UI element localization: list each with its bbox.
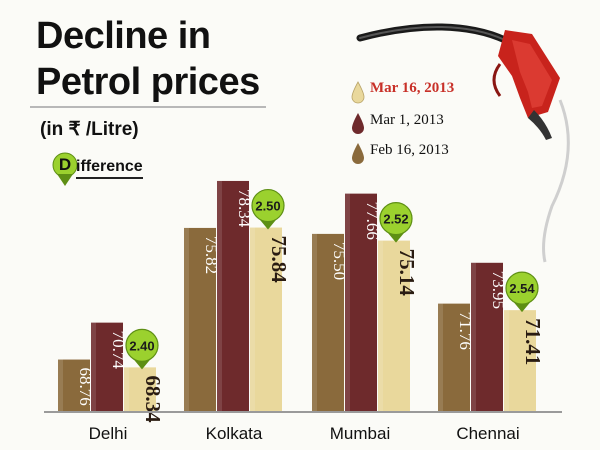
bar-chennai-s0 bbox=[438, 303, 470, 411]
difference-legend-label: ifference bbox=[76, 158, 143, 179]
bar-kolkata-s0 bbox=[184, 227, 216, 411]
bar-highlight bbox=[124, 367, 129, 411]
bar-highlight bbox=[378, 240, 383, 411]
title-underline bbox=[30, 106, 266, 108]
chart-title-line2: Petrol prices bbox=[36, 61, 260, 103]
drop-icon-mar16 bbox=[351, 81, 365, 104]
bar-value-label: 75.84 bbox=[267, 236, 291, 284]
bar-value-label: 75.50 bbox=[330, 242, 349, 280]
bar-delhi-s1 bbox=[91, 322, 123, 411]
legend-label: Mar 1, 2013 bbox=[370, 112, 444, 128]
bar-highlight bbox=[58, 359, 63, 411]
bar-value-label: 71.76 bbox=[456, 312, 475, 350]
bar-highlight bbox=[250, 227, 255, 411]
bar-value-label: 73.95 bbox=[489, 271, 508, 309]
difference-legend-letter: D bbox=[58, 155, 72, 174]
fuel-nozzle-icon bbox=[356, 23, 570, 263]
bar-highlight bbox=[184, 227, 189, 411]
bar-value-label: 68.34 bbox=[141, 375, 165, 423]
x-axis-baseline bbox=[44, 411, 562, 413]
bar-chennai-s1 bbox=[471, 262, 503, 411]
bar-highlight bbox=[345, 193, 350, 411]
unit-label: (in ₹ /Litre) bbox=[40, 119, 139, 140]
legend-label: Mar 16, 2013 bbox=[370, 80, 455, 96]
category-label: Mumbai bbox=[329, 424, 391, 443]
difference-legend-badge bbox=[52, 152, 78, 186]
bar-mumbai-s2 bbox=[378, 240, 410, 411]
bar-kolkata-s1 bbox=[217, 180, 249, 411]
bar-mumbai-s0 bbox=[312, 233, 344, 411]
bar-highlight bbox=[91, 322, 96, 411]
difference-badge bbox=[379, 202, 413, 236]
bar-highlight bbox=[217, 180, 222, 411]
category-label: Kolkata bbox=[205, 424, 263, 443]
bar-chennai-s2 bbox=[504, 310, 536, 411]
bar-kolkata-s2 bbox=[250, 227, 282, 411]
chart-title-line1: Decline in bbox=[36, 15, 211, 57]
difference-value-label: 2.40 bbox=[129, 338, 154, 353]
drop-icon-mar1 bbox=[352, 113, 364, 134]
bar-delhi-s2 bbox=[124, 367, 156, 411]
category-label: Chennai bbox=[456, 424, 520, 443]
bar-highlight bbox=[504, 310, 509, 411]
difference-value-label: 2.52 bbox=[383, 212, 408, 227]
legend-label: Feb 16, 2013 bbox=[370, 142, 449, 158]
bar-highlight bbox=[438, 303, 443, 411]
bar-value-label: 75.82 bbox=[202, 236, 221, 274]
difference-badge bbox=[251, 188, 285, 223]
bar-highlight bbox=[312, 233, 317, 411]
bar-value-label: 75.14 bbox=[395, 249, 419, 297]
bar-value-label: 68.76 bbox=[76, 368, 95, 406]
legend-drop-icons bbox=[351, 81, 365, 164]
bar-value-label: 77.66 bbox=[363, 202, 382, 240]
bar-mumbai-s1 bbox=[345, 193, 377, 411]
difference-badge bbox=[125, 328, 159, 362]
bar-highlight bbox=[471, 262, 476, 411]
category-label: Delhi bbox=[88, 424, 128, 443]
bar-value-label: 71.41 bbox=[521, 318, 545, 365]
bar-delhi-s0 bbox=[58, 359, 90, 411]
difference-value-label: 2.50 bbox=[255, 199, 280, 214]
difference-value-label: 2.54 bbox=[509, 281, 535, 296]
difference-badge bbox=[505, 271, 539, 305]
drop-icon-feb16 bbox=[352, 143, 364, 164]
bar-value-label: 70.74 bbox=[109, 331, 128, 370]
bar-value-label: 78.34 bbox=[235, 189, 254, 228]
